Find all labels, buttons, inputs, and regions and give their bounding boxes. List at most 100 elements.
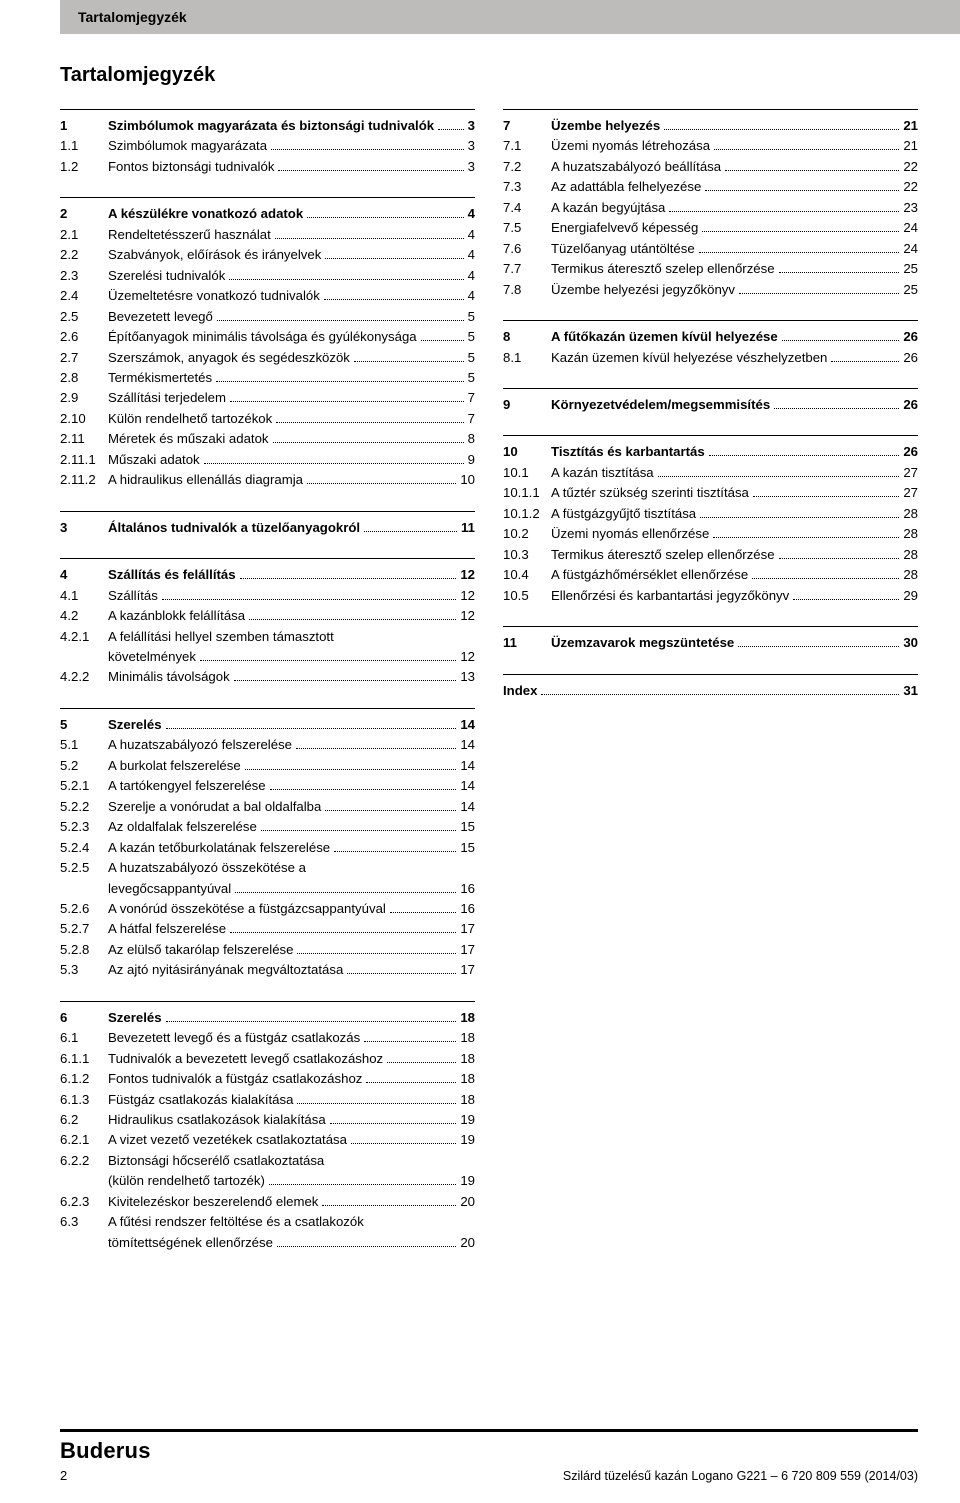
toc-section: 7Üzembe helyezés217.1Üzemi nyomás létreh… (503, 109, 918, 300)
toc-page: 22 (903, 157, 918, 177)
toc-title: (külön rendelhető tartozék) (108, 1171, 265, 1191)
toc-number: 8 (503, 327, 551, 347)
toc-number: 6.2.3 (60, 1192, 108, 1212)
leader-dots (752, 571, 899, 579)
toc-page: 13 (460, 667, 475, 687)
leader-dots (782, 333, 900, 341)
toc-title: A felállítási hellyel szemben támasztott (108, 627, 334, 647)
leader-dots (774, 401, 899, 409)
toc-number: 5.2.3 (60, 817, 108, 837)
toc-title: Építőanyagok minimális távolsága és gyúl… (108, 327, 417, 347)
toc-number: 5.2.2 (60, 797, 108, 817)
toc-row: 5.1A huzatszabályozó felszerelése14 (60, 735, 475, 755)
toc-row: 10.1.2A füstgázgyűjtő tisztítása28 (503, 504, 918, 524)
toc-row: 6.3A fűtési rendszer feltöltése és a csa… (60, 1212, 475, 1232)
leader-dots (235, 885, 456, 893)
toc-page: 28 (903, 565, 918, 585)
leader-dots (234, 674, 457, 682)
toc-title: Tudnivalók a bevezetett levegő csatlakoz… (108, 1049, 383, 1069)
toc-title: A hátfal felszerelése (108, 919, 226, 939)
leader-dots (297, 1096, 456, 1104)
toc-number: 2.8 (60, 368, 108, 388)
toc-row: 8A fűtőkazán üzemen kívül helyezése26 (503, 327, 918, 347)
toc-number: 7 (503, 116, 551, 136)
toc-number: 6.1 (60, 1028, 108, 1048)
leader-dots (334, 844, 456, 852)
toc-title: A burkolat felszerelése (108, 756, 241, 776)
toc-page: 23 (903, 198, 918, 218)
leader-dots (421, 333, 464, 341)
toc-section: Index31 (503, 674, 918, 701)
toc-right-column: 7Üzembe helyezés217.1Üzemi nyomás létreh… (503, 109, 918, 1273)
leader-dots (229, 272, 463, 280)
toc-number: 5 (60, 715, 108, 735)
toc-number: 2.3 (60, 266, 108, 286)
toc-title: levegőcsappantyúval (108, 879, 231, 899)
toc-row: 6.1.3Füstgáz csatlakozás kialakítása18 (60, 1090, 475, 1110)
leader-dots (713, 530, 899, 538)
toc-title: Üzembe helyezési jegyzőkönyv (551, 280, 735, 300)
toc-page: 20 (460, 1192, 475, 1212)
leader-dots (307, 476, 456, 484)
toc-row: 2.1Rendeltetésszerű használat4 (60, 225, 475, 245)
toc-row: 10.3Termikus áteresztő szelep ellenőrzés… (503, 545, 918, 565)
toc-row: 2.6Építőanyagok minimális távolsága és g… (60, 327, 475, 347)
leader-dots (270, 782, 457, 790)
leader-dots (541, 687, 899, 695)
toc-section: 9Környezetvédelem/megsemmisítés26 (503, 388, 918, 415)
toc-title: Az ajtó nyitásirányának megváltoztatása (108, 960, 343, 980)
toc-section: 1Szimbólumok magyarázata és biztonsági t… (60, 109, 475, 177)
toc-number: 2.7 (60, 348, 108, 368)
toc-title: Műszaki adatok (108, 450, 200, 470)
toc-number: 2.11 (60, 429, 108, 449)
toc-row: 5.2.7A hátfal felszerelése17 (60, 919, 475, 939)
toc-title: Üzemzavarok megszüntetése (551, 633, 734, 653)
toc-title: A vizet vezető vezetékek csatlakoztatása (108, 1130, 347, 1150)
toc-title: Biztonsági hőcserélő csatlakoztatása (108, 1151, 324, 1171)
toc-row: 7.4A kazán begyújtása23 (503, 198, 918, 218)
toc-row: 10.4A füstgázhőmérséklet ellenőrzése28 (503, 565, 918, 585)
section-rule (503, 674, 918, 675)
toc-row: 7.5Energiafelvevő képesség24 (503, 218, 918, 238)
toc-section: 2A készülékre vonatkozó adatok42.1Rendel… (60, 197, 475, 490)
page-number: 2 (60, 1468, 151, 1483)
toc-page: 14 (460, 776, 475, 796)
running-header: Tartalomjegyzék (60, 0, 960, 34)
leader-dots (390, 905, 456, 913)
footer: Buderus 2 Szilárd tüzelésű kazán Logano … (60, 1429, 918, 1483)
toc-page: 8 (468, 429, 475, 449)
toc-title: Szállítás és felállítás (108, 565, 236, 585)
leader-dots (230, 395, 464, 403)
toc-title: A füstgázgyűjtő tisztítása (551, 504, 696, 524)
leader-dots (709, 449, 900, 457)
leader-dots (273, 435, 464, 443)
toc-row: 10.1A kazán tisztítása27 (503, 463, 918, 483)
toc-row: 3Általános tudnivalók a tüzelőanyagokról… (60, 518, 475, 538)
toc-page: 7 (468, 409, 475, 429)
toc-title: Üzemi nyomás ellenőrzése (551, 524, 709, 544)
toc-title: A kazán tetőburkolatának felszerelése (108, 838, 330, 858)
leader-dots (779, 551, 900, 559)
toc-number: 3 (60, 518, 108, 538)
leader-dots (240, 571, 457, 579)
toc-number: 5.3 (60, 960, 108, 980)
toc-row: 5.2.5A huzatszabályozó összekötése a (60, 858, 475, 878)
leader-dots (296, 741, 456, 749)
leader-dots (387, 1055, 456, 1063)
toc-title: Termikus áteresztő szelep ellenőrzése (551, 259, 775, 279)
leader-dots (351, 1137, 456, 1145)
toc-columns: 1Szimbólumok magyarázata és biztonsági t… (0, 109, 960, 1273)
toc-page: 27 (903, 463, 918, 483)
toc-number: 5.2 (60, 756, 108, 776)
toc-row: 5.2.1A tartókengyel felszerelése14 (60, 776, 475, 796)
toc-title: Üzemi nyomás létrehozása (551, 136, 710, 156)
toc-row: 5.3Az ajtó nyitásirányának megváltoztatá… (60, 960, 475, 980)
toc-row: 1Szimbólumok magyarázata és biztonsági t… (60, 116, 475, 136)
toc-title: A készülékre vonatkozó adatok (108, 204, 303, 224)
toc-page: 28 (903, 524, 918, 544)
toc-row: 1.1Szimbólumok magyarázata3 (60, 136, 475, 156)
toc-page: 5 (468, 368, 475, 388)
toc-number: 6.2.2 (60, 1151, 108, 1171)
toc-title: Hidraulikus csatlakozások kialakítása (108, 1110, 326, 1130)
leader-dots (245, 762, 457, 770)
